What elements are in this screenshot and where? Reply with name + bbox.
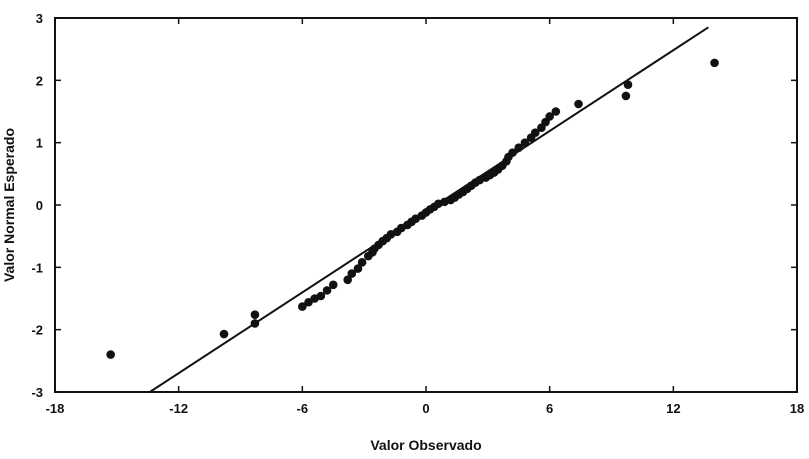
data-point <box>520 138 530 147</box>
data-point <box>623 80 633 89</box>
x-tick-label: 18 <box>790 401 804 416</box>
data-point <box>298 302 307 311</box>
x-tick-label: 0 <box>422 401 429 416</box>
axis-ticks <box>54 17 798 393</box>
data-point <box>514 143 524 152</box>
x-axis-title: Valor Observado <box>370 437 481 453</box>
data-point <box>250 319 260 328</box>
y-tick-label: -1 <box>31 260 43 275</box>
data-point <box>551 107 561 116</box>
data-points <box>106 58 719 359</box>
x-tick-label: -12 <box>169 401 188 416</box>
data-point <box>530 128 540 137</box>
x-tick-label: 6 <box>546 401 553 416</box>
y-tick-label: 0 <box>36 198 43 213</box>
data-point <box>250 310 260 320</box>
x-tick-label: 12 <box>666 401 680 416</box>
y-tick-label: 1 <box>36 136 43 151</box>
data-point <box>304 297 313 307</box>
data-point <box>710 58 719 68</box>
y-axis-tick-labels: 3 2 1 0 -1 -2 -3 <box>31 11 43 400</box>
data-point <box>328 280 338 290</box>
data-point <box>316 291 326 301</box>
data-point <box>106 350 115 359</box>
data-point <box>545 112 554 121</box>
x-tick-label: -18 <box>46 401 65 416</box>
data-point <box>621 91 631 101</box>
data-point <box>347 269 357 278</box>
y-tick-label: -3 <box>31 385 43 400</box>
y-tick-label: 3 <box>36 11 43 26</box>
x-axis-tick-labels: -18 -12 -6 0 6 12 18 <box>46 401 805 416</box>
x-tick-label: -6 <box>297 401 309 416</box>
data-point <box>322 286 332 295</box>
data-point <box>343 275 352 285</box>
y-axis-title: Valor Normal Esperado <box>1 128 17 282</box>
data-point <box>508 148 517 157</box>
data-point <box>357 258 367 267</box>
data-point <box>219 329 229 339</box>
data-point <box>574 99 583 109</box>
y-tick-label: 2 <box>36 73 43 88</box>
data-point <box>353 264 363 273</box>
y-tick-label: -2 <box>31 323 43 338</box>
